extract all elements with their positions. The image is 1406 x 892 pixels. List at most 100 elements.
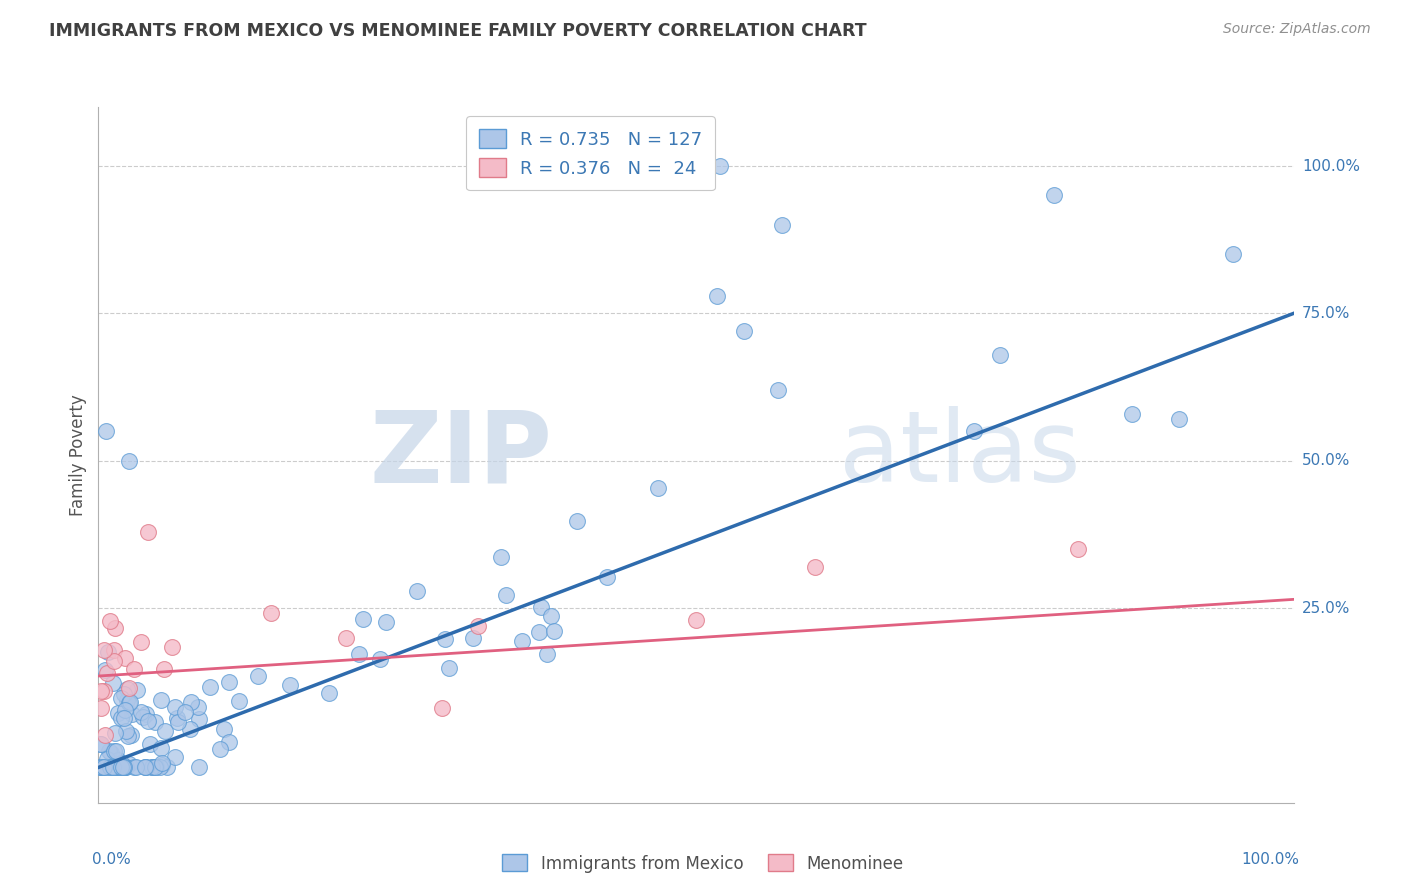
Point <box>110 756 132 770</box>
Point <box>93 760 115 774</box>
Point <box>121 706 143 721</box>
Point <box>122 760 145 774</box>
Point <box>149 693 172 707</box>
Point <box>186 699 208 714</box>
Legend: Immigrants from Mexico, Menominee: Immigrants from Mexico, Menominee <box>496 847 910 880</box>
Point <box>90 760 112 774</box>
Point <box>461 632 484 646</box>
Point <box>129 634 152 648</box>
Text: 25.0%: 25.0% <box>1302 600 1350 615</box>
Point <box>96 752 118 766</box>
Point <box>228 694 250 708</box>
Point <box>115 682 138 697</box>
Point <box>115 723 138 738</box>
Point <box>596 570 619 584</box>
Point <box>110 711 132 725</box>
Point <box>527 624 550 639</box>
Point <box>117 729 139 743</box>
Point <box>107 706 129 721</box>
Point <box>120 728 142 742</box>
Point <box>91 760 114 774</box>
Point <box>112 759 135 773</box>
Point <box>89 737 111 751</box>
Text: 75.0%: 75.0% <box>1302 306 1350 321</box>
Point <box>988 348 1011 362</box>
Point <box>90 701 112 715</box>
Legend: R = 0.735   N = 127, R = 0.376   N =  24: R = 0.735 N = 127, R = 0.376 N = 24 <box>465 116 714 190</box>
Point <box>90 760 112 774</box>
Point <box>218 674 240 689</box>
Point <box>163 749 186 764</box>
Point <box>114 760 136 774</box>
Point <box>94 728 117 742</box>
Point <box>90 760 112 774</box>
Text: 50.0%: 50.0% <box>1302 453 1350 468</box>
Point <box>437 661 460 675</box>
Point <box>112 687 135 701</box>
Point <box>118 454 141 468</box>
Point <box>489 550 512 565</box>
Point <box>107 760 129 774</box>
Text: atlas: atlas <box>839 407 1081 503</box>
Point <box>153 724 176 739</box>
Point <box>93 663 115 677</box>
Point <box>1121 407 1143 421</box>
Point <box>134 760 156 774</box>
Point <box>166 714 188 729</box>
Point <box>100 747 122 761</box>
Point <box>118 695 141 709</box>
Point <box>150 756 173 770</box>
Point <box>112 760 135 774</box>
Point <box>139 737 162 751</box>
Point <box>118 696 141 710</box>
Point <box>98 744 121 758</box>
Point <box>260 606 283 620</box>
Point <box>141 760 163 774</box>
Point <box>107 760 129 774</box>
Point <box>160 640 183 654</box>
Point <box>105 760 128 774</box>
Point <box>510 634 533 648</box>
Point <box>118 756 141 771</box>
Point <box>114 760 136 774</box>
Point <box>101 760 124 774</box>
Point <box>103 744 125 758</box>
Point <box>110 691 132 706</box>
Text: ZIP: ZIP <box>370 407 553 503</box>
Point <box>103 654 125 668</box>
Point <box>112 711 135 725</box>
Point <box>93 643 115 657</box>
Point <box>136 524 159 539</box>
Point <box>103 760 125 774</box>
Point <box>208 742 231 756</box>
Point <box>94 425 117 439</box>
Point <box>125 682 148 697</box>
Point <box>153 662 176 676</box>
Point <box>187 760 209 774</box>
Point <box>110 759 132 773</box>
Point <box>143 715 166 730</box>
Point <box>733 324 755 338</box>
Text: 0.0%: 0.0% <box>93 852 131 866</box>
Point <box>347 647 370 661</box>
Point <box>112 760 135 774</box>
Point <box>98 760 121 774</box>
Point <box>155 760 177 774</box>
Point <box>112 760 135 774</box>
Point <box>433 632 456 647</box>
Point <box>530 599 553 614</box>
Point <box>93 760 115 774</box>
Point <box>117 681 139 695</box>
Point <box>111 760 134 774</box>
Point <box>89 760 111 774</box>
Point <box>200 680 222 694</box>
Point <box>1042 188 1064 202</box>
Y-axis label: Family Poverty: Family Poverty <box>69 394 87 516</box>
Point <box>90 683 112 698</box>
Point <box>103 643 125 657</box>
Point <box>166 711 188 725</box>
Point <box>335 631 357 645</box>
Point <box>180 695 202 709</box>
Point <box>212 723 235 737</box>
Point <box>540 609 562 624</box>
